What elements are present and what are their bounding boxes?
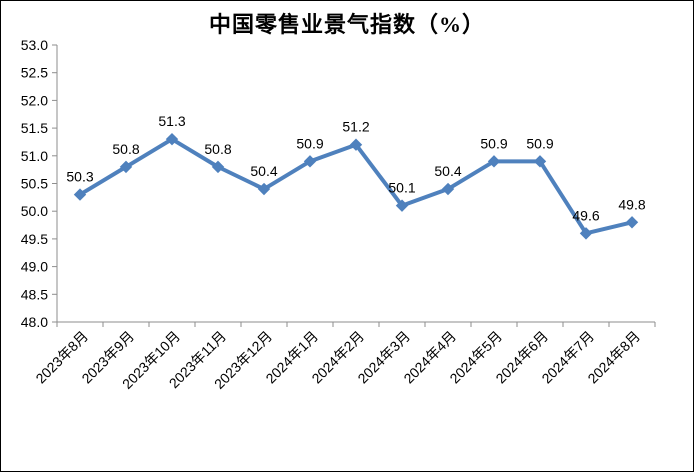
y-axis-tick-label: 52.0 (21, 92, 48, 108)
data-point-label: 51.3 (158, 113, 185, 129)
chart-title: 中国零售业景气指数（%） (208, 12, 485, 37)
data-point-label: 50.3 (66, 169, 93, 185)
data-point-marker (579, 227, 593, 240)
data-point-label: 50.9 (480, 135, 507, 151)
data-point-label: 50.8 (204, 141, 231, 157)
data-point-marker (119, 160, 133, 174)
data-point-marker (625, 216, 639, 229)
data-point-marker (349, 138, 363, 151)
data-point-marker (395, 199, 409, 212)
data-point-marker (533, 155, 547, 168)
data-point-label: 50.9 (296, 135, 323, 151)
y-axis-tick-label: 52.5 (21, 65, 48, 81)
data-point-marker (441, 182, 455, 196)
y-axis-tick-label: 50.0 (21, 203, 48, 219)
series-line (78, 137, 634, 236)
y-axis-tick-label: 50.5 (21, 176, 48, 192)
data-point-marker (487, 155, 501, 168)
y-axis-tick-label: 51.0 (21, 148, 48, 164)
y-axis-tick-label: 49.0 (21, 259, 48, 275)
data-point-label: 50.8 (112, 141, 139, 157)
y-axis-tick-label: 48.0 (21, 314, 48, 330)
data-point-label: 50.9 (526, 135, 553, 151)
y-axis-tick-label: 53.0 (21, 37, 48, 53)
y-axis-tick-label: 48.5 (21, 286, 48, 302)
y-axis-tick-label: 51.5 (21, 120, 48, 136)
data-point-marker (257, 182, 271, 196)
data-point-label: 50.1 (388, 180, 415, 196)
data-point-marker (303, 155, 317, 168)
data-point-label: 49.8 (618, 196, 645, 212)
data-point-label: 50.4 (434, 163, 461, 179)
data-point-marker (211, 160, 225, 174)
y-axis-tick-label: 49.5 (21, 231, 48, 247)
data-point-label: 51.2 (342, 119, 369, 135)
data-point-label: 49.6 (572, 207, 599, 223)
data-point-label: 50.4 (250, 163, 277, 179)
data-point-marker (165, 132, 179, 146)
data-point-marker (73, 188, 87, 201)
